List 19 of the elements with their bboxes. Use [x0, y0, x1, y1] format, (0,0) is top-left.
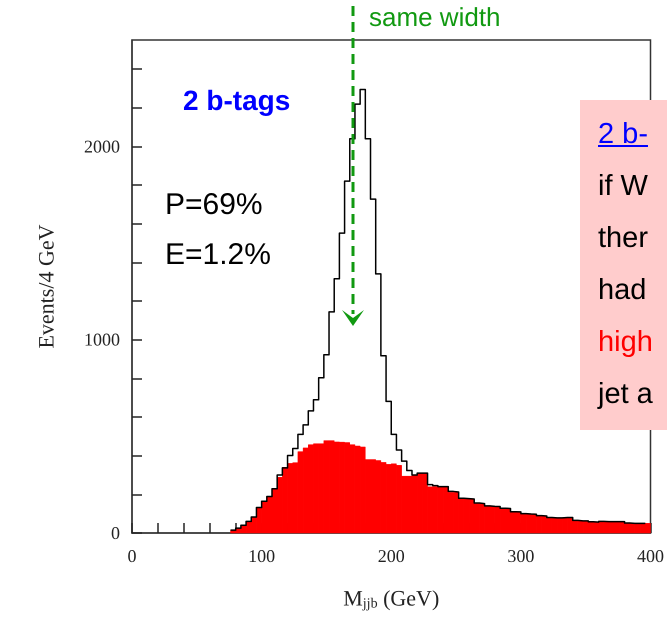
- y-tick-label: 1000: [84, 330, 120, 350]
- x-tick-label: 0: [128, 546, 136, 566]
- annotation: high: [598, 325, 653, 360]
- y-tick-label: 0: [111, 523, 120, 543]
- y-tick-label: 2000: [84, 136, 120, 156]
- x-tick-label: 300: [507, 546, 534, 566]
- annotation: if W: [598, 169, 648, 204]
- x-tick-label: 200: [378, 546, 405, 566]
- annotation: 2 b-: [598, 117, 648, 152]
- x-tick-label: 400: [637, 546, 664, 566]
- x-tick-label: 100: [248, 546, 276, 566]
- annotation: had: [598, 273, 646, 308]
- annotation: jet a: [598, 377, 653, 412]
- annotation: ther: [598, 221, 648, 256]
- annotation: P=69%: [165, 187, 264, 223]
- annotation: 2 b-tags: [183, 84, 290, 118]
- text: same width: [369, 2, 500, 32]
- annotation: E=1.2%: [165, 237, 271, 273]
- y-axis-title: Events/4 GeV: [34, 224, 58, 349]
